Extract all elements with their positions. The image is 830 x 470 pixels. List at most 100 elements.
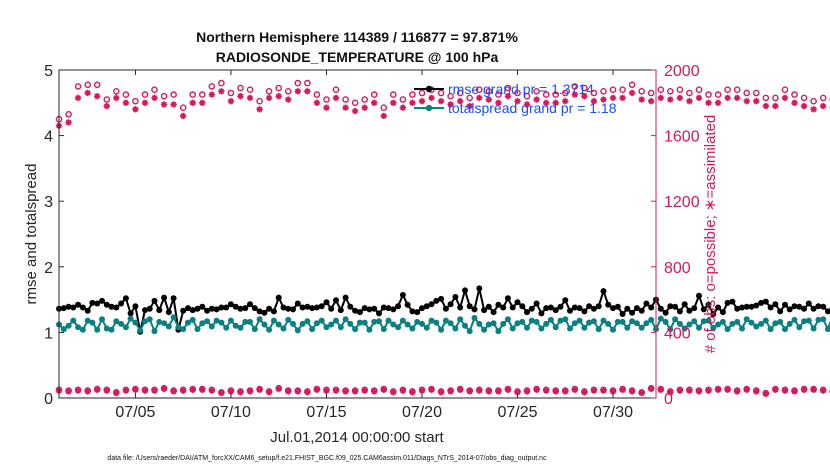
totalspread-point [170, 314, 177, 321]
obs-assimilated-point [151, 387, 158, 394]
obs-possible-point [552, 91, 560, 98]
rmse-point [739, 304, 745, 311]
rmse-point [562, 297, 569, 304]
rmse-point [705, 301, 712, 308]
rmse-point [629, 309, 636, 316]
obs-assimilated-point [409, 99, 416, 106]
obs-assimilated-point [390, 389, 397, 396]
rmse-point [524, 309, 530, 316]
obs-possible-point [456, 89, 464, 97]
obs-possible-point [65, 111, 72, 118]
obs-assimilated-point [619, 386, 626, 393]
obs-possible-point [533, 88, 540, 95]
totalspread-point [70, 317, 77, 324]
obs-assimilated-point [571, 386, 579, 393]
rmse-point [204, 307, 211, 314]
obs-assimilated-point [409, 389, 416, 396]
totalspread-point [419, 320, 425, 327]
rmse-point [185, 305, 191, 312]
totalspread-point [681, 325, 688, 332]
totalspread-point [700, 318, 707, 325]
totalspread-point [552, 324, 559, 331]
totalspread-point [462, 322, 468, 329]
totalspread-point [524, 324, 530, 331]
rmse-point [495, 301, 502, 308]
totalspread-point [762, 317, 769, 324]
obs-assimilated-point [132, 106, 139, 113]
totalspread-point [691, 318, 698, 325]
obs-possible-point [93, 81, 101, 89]
totalspread-point [94, 326, 101, 333]
totalspread-point [767, 326, 774, 333]
obs-possible-point [409, 91, 416, 98]
rmse-point [242, 305, 249, 312]
y-tick-label-right: 1200 [664, 194, 700, 211]
data-file-footer: data file: /Users/raeder/DAI/ATM_forcXX/… [107, 455, 547, 462]
totalspread-point [213, 317, 220, 324]
obs-assimilated-point [609, 94, 617, 102]
obs-possible-point [122, 91, 130, 98]
chart-title-line-1: Northern Hemisphere 114389 / 116877 = 97… [196, 29, 518, 45]
rmse-point [452, 294, 459, 300]
obs-possible-point [265, 88, 273, 95]
totalspread-point [218, 319, 225, 326]
rmse-point [538, 310, 545, 317]
obs-assimilated-point [581, 93, 588, 100]
obs-possible-point [170, 91, 177, 98]
rmse-point [547, 304, 554, 311]
rmse-point [122, 295, 129, 302]
obs-assimilated-point [648, 97, 655, 105]
rmse-point [213, 306, 220, 313]
obs-possible-point [514, 89, 521, 97]
obs-possible-point [447, 92, 454, 100]
totalspread-point [204, 318, 211, 325]
rmse-point [748, 303, 755, 310]
rmse-point [79, 304, 86, 311]
totalspread-point [662, 318, 669, 325]
rmse-point [247, 301, 253, 308]
obs-possible-point [466, 94, 474, 102]
obs-assimilated-point [199, 99, 206, 106]
totalspread-point [194, 326, 201, 333]
rmse-point [462, 287, 468, 294]
totalspread-point [805, 317, 812, 324]
totalspread-point [643, 320, 650, 327]
obs-assimilated-point [437, 389, 445, 396]
rmse-point [700, 306, 707, 313]
totalspread-point [758, 320, 765, 327]
obs-assimilated-point [514, 389, 521, 396]
rmse-point [543, 305, 550, 312]
totalspread-point [409, 325, 416, 332]
y-axis-label-left: rmse and totalspread [23, 164, 40, 305]
obs-assimilated-point [791, 99, 798, 106]
obs-possible-point [705, 91, 712, 98]
axes-layer: 0 1 2 3 4 5 0 400 800 1200 1600 2000 07/05 07/10 07/15… [44, 63, 700, 421]
obs-possible-point [523, 92, 531, 100]
totalspread-point [547, 316, 554, 323]
rmse-point [734, 305, 741, 312]
totalspread-point [543, 320, 550, 327]
obs-possible-point [695, 86, 703, 93]
totalspread-point [753, 323, 760, 330]
totalspread-point [586, 319, 593, 326]
totalspread-point [696, 324, 702, 331]
y-tick-label-left: 5 [44, 63, 53, 80]
rmse-point [266, 305, 273, 312]
obs-assimilated-point [581, 389, 588, 396]
totalspread-point [89, 319, 96, 326]
obs-assimilated-point [733, 94, 741, 102]
rmse-point [290, 306, 296, 313]
obs-possible-point [714, 91, 722, 98]
obs-assimilated-point [476, 94, 483, 102]
totalspread-point [438, 326, 445, 333]
rmse-point [218, 304, 225, 311]
rmse-point [715, 304, 722, 311]
rmse-point [232, 303, 239, 310]
obs-assimilated-point [323, 104, 330, 111]
rmse-point [347, 303, 354, 310]
obs-assimilated-point [74, 94, 82, 102]
totalspread-point [490, 320, 497, 327]
totalspread-point [275, 321, 282, 328]
obs-assimilated-point [781, 387, 789, 394]
